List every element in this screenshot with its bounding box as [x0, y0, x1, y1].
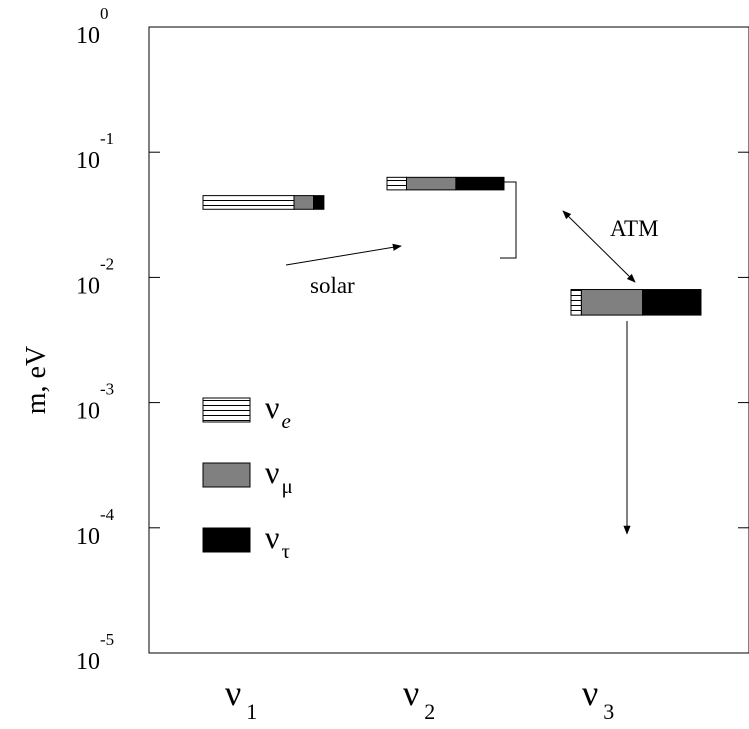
flavor-segment — [642, 289, 702, 316]
mass-bars — [202, 176, 702, 316]
plot-frame — [148, 26, 749, 654]
flavor-segment — [313, 195, 325, 210]
flavor-segment — [455, 176, 505, 191]
y-axis: 100 10-1 10-2 10-3 10-4 10-5 — [76, 4, 749, 675]
solar-arrow — [285, 243, 402, 266]
annotations: solar ATM — [285, 181, 659, 535]
legend-swatch — [202, 462, 251, 488]
y-tick-label: 10-1 — [76, 129, 114, 174]
legend-label: νe — [265, 389, 291, 433]
mass-state-bar — [570, 289, 702, 316]
y-tick-label: 10-3 — [76, 380, 114, 425]
legend-swatch — [202, 397, 251, 423]
legend-item: νe — [202, 389, 291, 433]
y-tick-label: 10-5 — [76, 630, 114, 675]
atm-arrow — [562, 210, 636, 283]
legend-label: νμ — [265, 454, 293, 498]
atm-label: ATM — [610, 216, 659, 241]
flavor-segment — [202, 195, 295, 210]
mass-state-bar — [202, 195, 325, 210]
y-tick-label: 100 — [76, 4, 109, 49]
flavor-segment — [386, 176, 407, 191]
legend: νe νμ ντ — [202, 389, 293, 563]
mass-state-bar — [386, 176, 505, 191]
flavor-segment — [580, 289, 644, 316]
flavor-segment — [570, 289, 582, 316]
flavor-segment — [293, 195, 314, 210]
flavor-segment — [406, 176, 457, 191]
legend-label: ντ — [265, 519, 290, 563]
nu2-bracket — [500, 181, 517, 259]
solar-label: solar — [310, 273, 355, 298]
y-tick-label: 10-4 — [76, 505, 115, 550]
y-axis-label: m, eV — [21, 346, 52, 414]
legend-item: νμ — [202, 454, 293, 498]
legend-item: ντ — [202, 519, 290, 563]
y-tick-label: 10-2 — [76, 254, 114, 299]
legend-swatch — [202, 527, 251, 553]
